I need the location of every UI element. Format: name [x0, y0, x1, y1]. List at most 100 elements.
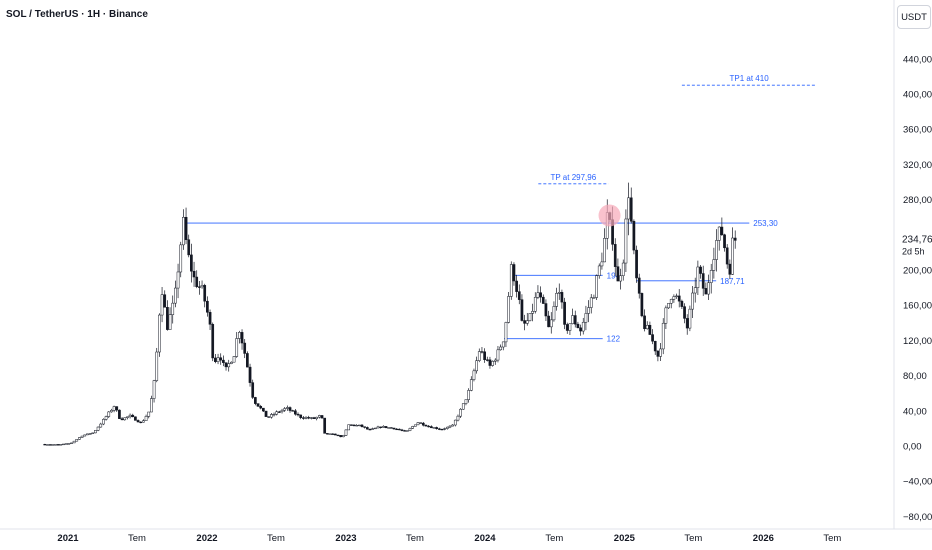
candle-body [624, 218, 628, 264]
candle-body [248, 366, 252, 383]
candle-body [368, 428, 372, 431]
candle-body [134, 416, 137, 421]
candle-body [323, 417, 327, 434]
candle-body [195, 276, 199, 287]
candle-body [421, 422, 425, 426]
currency-button[interactable]: USDT [897, 5, 931, 29]
candle-body [568, 323, 572, 331]
candle-body [123, 417, 127, 421]
candle-body [91, 432, 95, 434]
candle-body [150, 398, 153, 413]
candle-body [723, 234, 726, 249]
candle-body [720, 226, 724, 235]
candle-body [525, 320, 529, 324]
candle-body [256, 403, 260, 407]
candle-body [304, 417, 308, 419]
candle-body [621, 262, 625, 276]
price-axis[interactable]: −80,00 −40,00 0,00 40,00 80,00 120,00 160,00 20… [903, 54, 932, 523]
candle-body [254, 397, 257, 404]
candle-body [70, 442, 73, 444]
candle-body [504, 322, 508, 343]
candle-body [267, 416, 271, 418]
time-axis[interactable]: 2021 Tem 2022 Tem 2023 Tem 2024 Tem 2025 Tem 2026 T… [57, 533, 841, 544]
candle-body [685, 318, 689, 329]
candle-body [427, 425, 430, 428]
candle-body [584, 313, 588, 323]
x-tick-label: 2021 [57, 533, 79, 544]
candle-body [112, 406, 116, 411]
candle-body [286, 407, 289, 409]
candle-body [384, 426, 388, 428]
candle-body [555, 292, 558, 307]
candle-body [461, 403, 465, 410]
candle-body [629, 197, 633, 222]
candle-body [198, 286, 201, 288]
candle-body [712, 259, 716, 271]
candle-body [158, 314, 161, 353]
candle-body [709, 270, 713, 283]
candle-body [235, 338, 239, 357]
candle-body [445, 426, 449, 429]
candle-body [480, 351, 484, 353]
candle-body [301, 417, 305, 419]
candle-body [475, 360, 478, 372]
candle-body [541, 296, 545, 304]
candle-body [669, 299, 673, 304]
candle-body [365, 427, 369, 430]
candle-body [357, 424, 361, 427]
candle-body [230, 361, 233, 364]
candle-body [496, 349, 500, 361]
candle-body [272, 413, 276, 416]
candle-body [168, 314, 172, 330]
candle-body [411, 426, 414, 429]
highlight-circle [598, 204, 621, 227]
candle-body [182, 216, 185, 246]
candle-body [376, 426, 380, 429]
candle-body [360, 424, 364, 427]
candle-body [589, 297, 593, 308]
candle-body [110, 410, 113, 413]
candle-body [328, 433, 332, 435]
candle-body [416, 422, 420, 426]
candle-body [400, 429, 404, 431]
candle-body [190, 254, 193, 272]
candle-body [664, 307, 668, 324]
candle-body [547, 315, 550, 328]
candle-body [467, 390, 470, 400]
candles [43, 182, 737, 446]
candle-body [456, 415, 460, 421]
candle-body [517, 291, 521, 300]
candle-body [187, 239, 191, 256]
candle-body [336, 434, 340, 437]
candle-body [131, 414, 135, 418]
y-tick-label: 400,00 [903, 90, 932, 101]
x-tick-label: Tem [267, 533, 285, 544]
last-price-countdown: 2d 5h [902, 246, 925, 256]
candle-body [312, 417, 316, 419]
x-tick-label: 2022 [196, 533, 217, 544]
candle-body [483, 351, 486, 360]
candle-body [672, 296, 676, 300]
candle-body [363, 426, 367, 428]
candle-body [536, 292, 540, 298]
y-tick-label: −40,00 [903, 477, 932, 488]
candle-body [179, 244, 183, 273]
candle-body [262, 407, 265, 412]
candle-body [344, 429, 348, 436]
candle-body [246, 353, 249, 368]
candle-body [443, 428, 446, 430]
candle-body [648, 324, 652, 335]
candle-body [528, 313, 532, 321]
candle-body [667, 303, 670, 309]
candle-body [307, 417, 311, 419]
candle-body [102, 419, 105, 425]
candle-body [677, 295, 681, 302]
candle-body [288, 407, 292, 411]
y-tick-label: 120,00 [903, 336, 932, 347]
candle-body [581, 321, 585, 332]
candle-body [320, 415, 324, 419]
candle-body [573, 315, 577, 325]
candle-body [200, 285, 204, 288]
